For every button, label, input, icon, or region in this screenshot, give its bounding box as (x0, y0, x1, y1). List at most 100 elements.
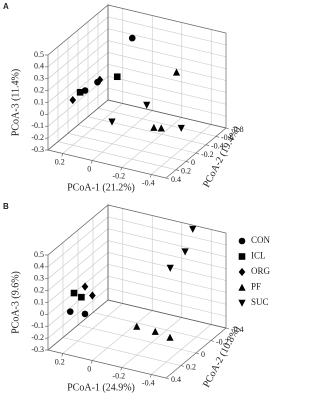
z-tick-label: -0.2 (31, 133, 44, 142)
tick-mark (180, 365, 185, 367)
y-tick-label: 0.4 (171, 375, 181, 384)
point (78, 293, 85, 301)
legend-label: CON (251, 235, 271, 245)
point (172, 68, 181, 76)
grid-line (47, 216, 109, 268)
point (69, 95, 77, 105)
grid-line (87, 116, 207, 145)
grid-line (47, 252, 109, 303)
point (89, 291, 96, 300)
grid-line (77, 324, 197, 354)
y-tick-label: 0 (201, 350, 205, 359)
grid-line (47, 240, 109, 291)
grid-line (107, 40, 227, 69)
legend-marker (238, 237, 246, 245)
legend-label: PF (251, 282, 261, 292)
z-tick-label: 0.3 (34, 74, 44, 83)
grid-line (77, 124, 197, 154)
z-tick-label: 0.1 (34, 297, 44, 306)
grid-line (47, 264, 109, 315)
grid-line (97, 108, 217, 137)
point (189, 225, 197, 233)
tick-mark (149, 174, 152, 178)
z-tick-label: -0.3 (31, 145, 44, 154)
z-tick-label: 0.4 (34, 262, 44, 271)
grid-line (107, 275, 227, 305)
tick-mark (225, 327, 230, 330)
z-tick-label: 0.4 (34, 62, 44, 71)
y-tick-label: -0.6 (221, 133, 234, 142)
panel-title: B (3, 202, 9, 211)
y-tick-label: -0.2 (201, 150, 214, 159)
grid-line (47, 276, 109, 327)
y-tick-label: 0.2 (186, 362, 196, 371)
point (166, 333, 174, 341)
grid-line (47, 28, 109, 79)
point (108, 118, 116, 126)
tick-mark (61, 153, 64, 157)
y-tick-label: 0.2 (181, 166, 191, 175)
tick-mark (215, 136, 220, 138)
grid-line (107, 264, 227, 293)
x-axis-title: PCoA-1 (21.2%) (67, 182, 135, 193)
point (151, 327, 159, 335)
z-tick-label: 0.5 (34, 250, 44, 259)
legend-marker (238, 299, 246, 307)
x-tick-label: -0.4 (142, 178, 155, 187)
grid-line (47, 16, 109, 68)
point (66, 308, 74, 315)
z-tick-label: 0.1 (34, 97, 44, 106)
y-axis-title: PCoA-2 (10.8%) (201, 324, 243, 389)
grid-line (107, 216, 227, 246)
z-axis-title: PCoA-3 (11.4%) (10, 69, 21, 136)
page: {"chart_data": [ {"type": "scatter3d", "… (3, 2, 271, 394)
tick-mark (120, 167, 123, 171)
grid-line (107, 87, 227, 117)
grid-line (107, 28, 227, 58)
x-tick-label: 0 (87, 364, 91, 373)
tick-mark (120, 367, 123, 371)
y-tick-label: 0 (191, 158, 195, 167)
z-tick-label: 0.2 (34, 285, 44, 294)
panel: A0.20-0.2-0.4-0.8-0.6-0.4-0.200.20.4-0.3… (3, 2, 244, 193)
x-axis-title: PCoA-1 (24.9%) (67, 382, 135, 393)
box-edge (47, 4, 109, 151)
grid-line (107, 228, 227, 258)
point (166, 264, 174, 272)
point (96, 75, 104, 84)
grid-line (67, 133, 187, 162)
point (133, 322, 141, 330)
z-tick-label: -0.1 (31, 121, 44, 130)
legend-label: SUC (251, 297, 269, 307)
z-tick-label: -0.1 (31, 321, 44, 330)
x-tick-label: -0.2 (112, 371, 125, 380)
tick-mark (61, 353, 64, 357)
x-tick-label: -0.2 (112, 171, 125, 180)
x-tick-label: -0.4 (142, 378, 155, 387)
z-tick-label: 0 (40, 309, 44, 318)
figure: A0.20-0.2-0.4-0.8-0.6-0.4-0.200.20.4-0.3… (3, 2, 271, 393)
point (70, 289, 78, 297)
grid-line (107, 16, 227, 46)
legend-marker (238, 267, 246, 277)
grid-line (47, 40, 109, 91)
point (143, 101, 151, 109)
panel: B0.20-0.2-0.4-0.4-0.200.20.4-0.3-0.2-0.1… (3, 202, 271, 393)
grid-line (107, 252, 227, 281)
z-tick-label: -0.3 (31, 345, 44, 354)
tick-mark (210, 340, 215, 342)
tick-mark (149, 374, 152, 378)
y-tick-label: 0.4 (171, 175, 181, 184)
tick-mark (205, 144, 210, 146)
grid-line (47, 87, 109, 139)
tick-mark (185, 161, 190, 163)
point (81, 282, 89, 291)
x-tick-label: 0 (87, 164, 91, 173)
legend-marker (238, 253, 246, 260)
point (181, 248, 189, 256)
tick-mark (90, 360, 93, 364)
point (150, 123, 158, 131)
grid-line (107, 52, 227, 81)
z-tick-label: -0.2 (31, 333, 44, 342)
tick-mark (165, 177, 170, 180)
